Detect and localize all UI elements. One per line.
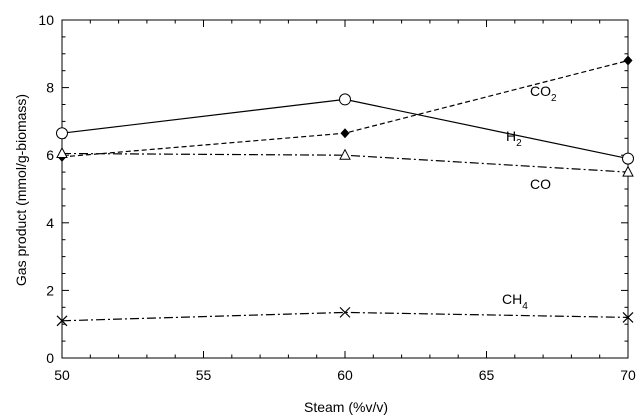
point-co2 [340,128,350,139]
y-tick-label: 4 [46,215,54,231]
y-tick-label: 10 [38,12,54,28]
series-ch4 [56,306,634,327]
point-co2 [623,55,633,66]
point-ch4 [56,315,68,327]
x-tick-label: 50 [54,367,70,383]
series-layer [56,55,634,327]
point-co [56,146,68,159]
y-axis-label: Gas product (mmol/g-biomass) [13,94,29,286]
series-co [56,146,634,177]
series-label-co: CO [530,176,551,192]
point-co [339,148,351,160]
series-labels: H2 CO2 CO CH4 [502,83,557,312]
x-tick-label: 55 [196,367,212,383]
y-tick-label: 8 [46,80,54,96]
point-ch4 [622,312,634,323]
series-label-ch4: CH4 [502,291,528,312]
x-axis-label: Steam (%v/v) [304,399,388,415]
ticks: 50 55 60 65 70 0 2 4 6 8 10 [38,12,636,383]
series-label-co2: CO2 [530,83,557,104]
x-tick-label: 65 [479,367,495,383]
series-label-h2: H2 [506,128,522,149]
y-tick-label: 2 [46,282,54,298]
series-line-co [61,152,629,173]
series-h2 [56,93,634,165]
x-tick-label: 60 [337,367,353,383]
point-h2 [56,127,68,140]
y-tick-label: 6 [46,147,54,163]
point-h2 [622,152,634,165]
series-line-ch4 [61,311,629,322]
x-tick-label: 70 [620,367,636,383]
point-h2 [339,93,351,106]
y-tick-label: 0 [46,350,54,366]
series-co2 [57,55,633,162]
point-ch4 [339,306,351,318]
series-line-co2 [61,60,629,158]
point-co [622,165,634,177]
